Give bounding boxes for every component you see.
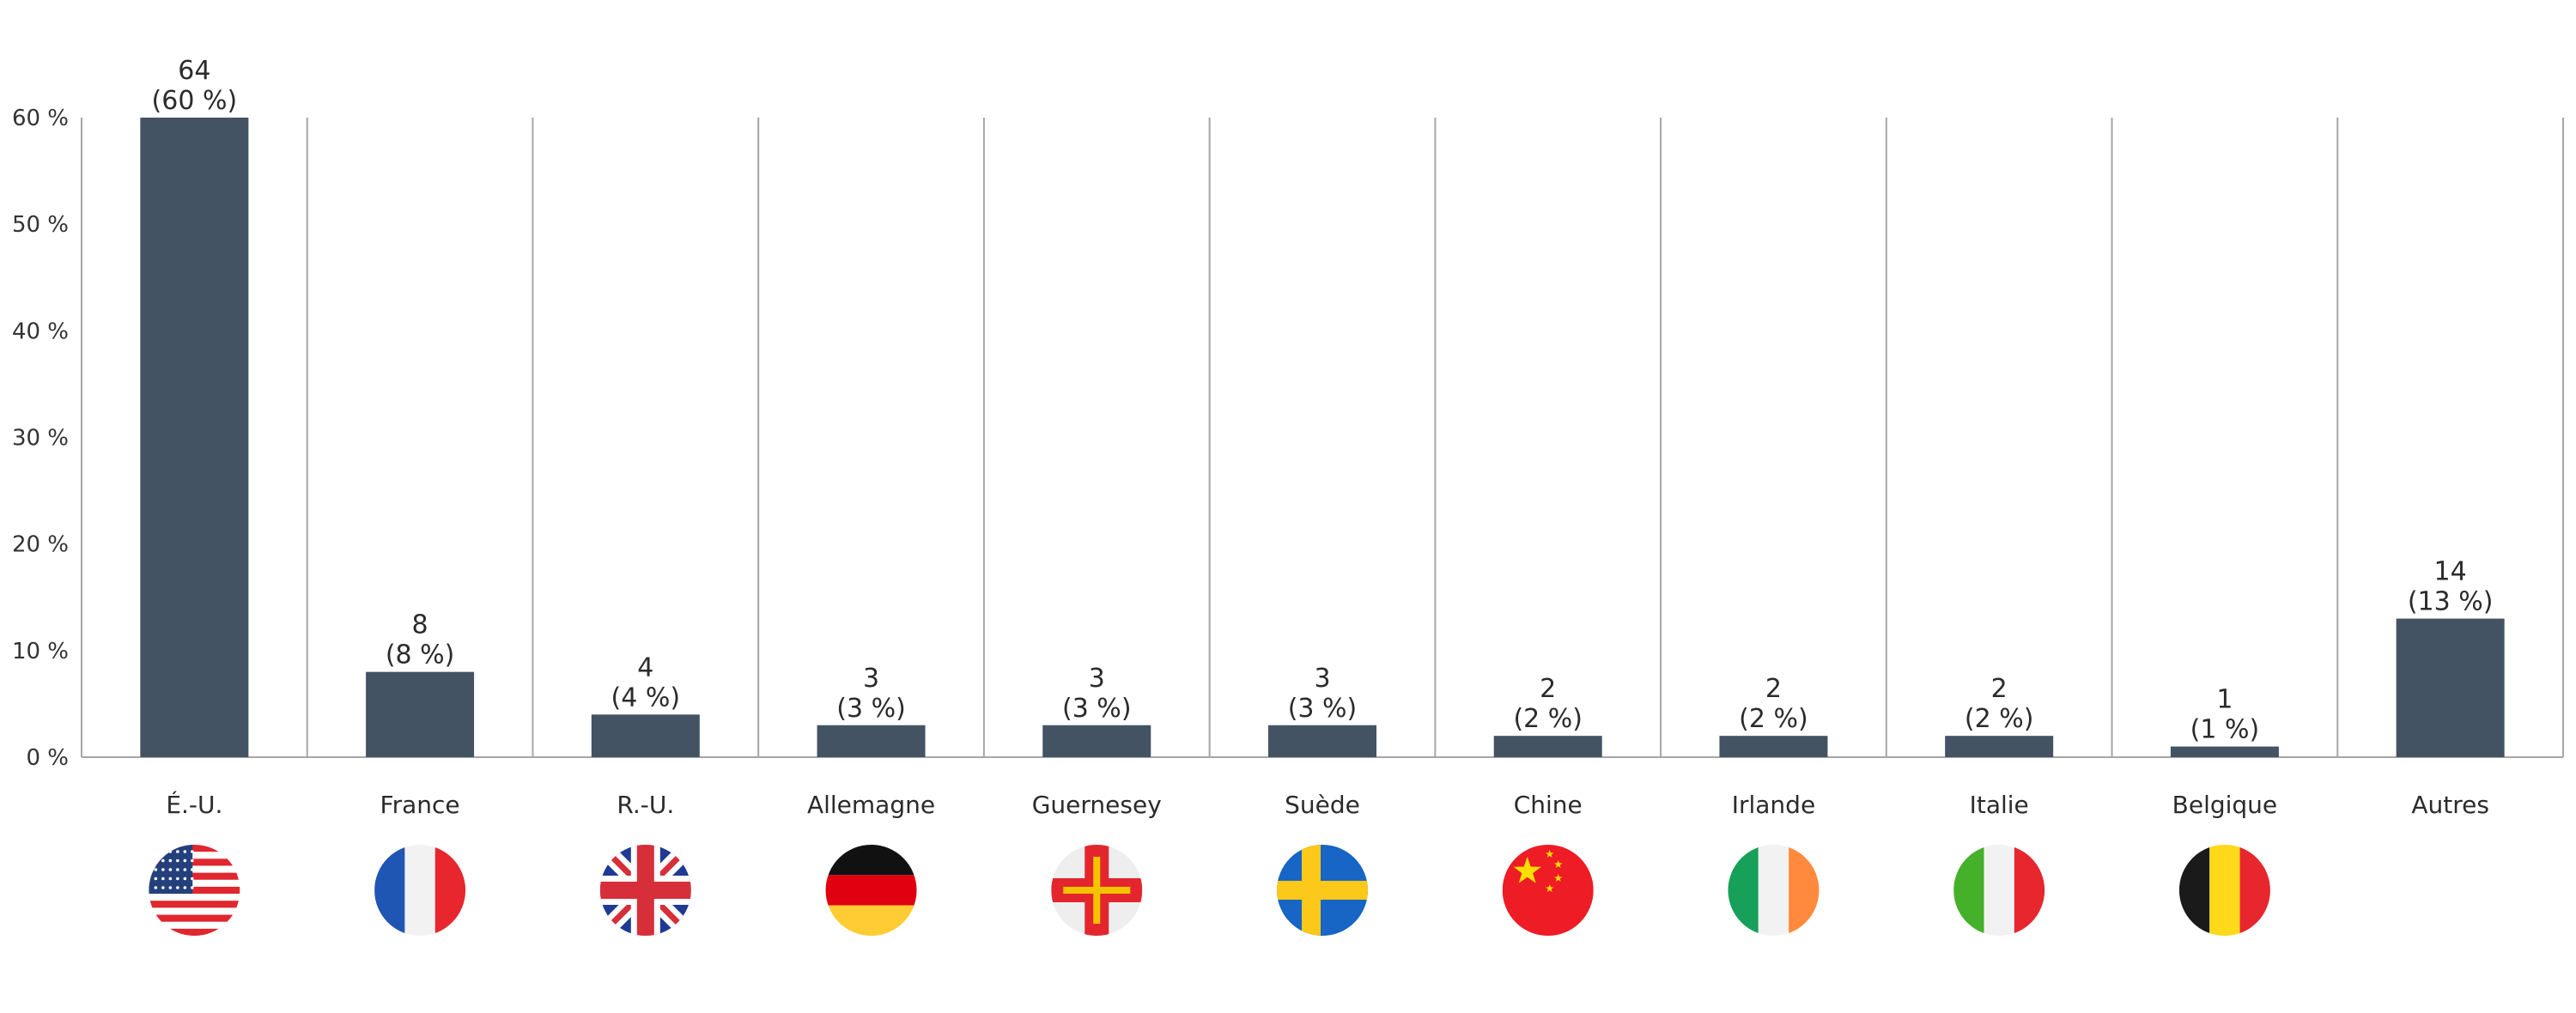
y-tick-label: 0 %: [26, 745, 69, 771]
category-label: France: [380, 791, 460, 819]
category-label: Chine: [1514, 791, 1583, 819]
bar-percent-label: (4 %): [611, 682, 681, 713]
category-label: É.-U.: [166, 790, 222, 819]
france-flag-icon: [374, 845, 466, 936]
bar-count-label: 64: [178, 56, 210, 86]
bar: [1719, 736, 1828, 757]
bar: [1493, 736, 1602, 757]
bar-percent-label: (3 %): [1062, 694, 1132, 724]
sweden-flag-icon: [1277, 845, 1368, 936]
category-label: Belgique: [2172, 791, 2278, 819]
y-tick-label: 30 %: [12, 426, 69, 452]
bar-count-label: 4: [637, 652, 653, 682]
bar-count-label: 2: [1540, 674, 1556, 704]
bar: [591, 714, 700, 757]
bar-percent-label: (2 %): [1739, 704, 1808, 734]
belgium-flag-icon: [2178, 845, 2270, 936]
bar-percent-label: (3 %): [1288, 694, 1358, 724]
bar-percent-label: (2 %): [1965, 704, 2034, 734]
bar: [2396, 618, 2505, 757]
bar-count-label: 8: [412, 610, 428, 640]
us-flag-icon: [149, 845, 240, 936]
category-label: Guernesey: [1032, 791, 1162, 819]
category-label: Suède: [1285, 791, 1360, 819]
italy-flag-icon: [1953, 845, 2045, 936]
bar: [2170, 746, 2279, 757]
bar-count-label: 3: [863, 664, 879, 694]
bar-count-label: 2: [1765, 674, 1782, 704]
bar-percent-label: (13 %): [2408, 587, 2494, 617]
bar: [1945, 736, 2054, 757]
bar-percent-label: (3 %): [836, 694, 906, 724]
bar-count-label: 14: [2434, 557, 2467, 587]
bars-layer: [140, 118, 2505, 757]
bar: [1268, 725, 1376, 757]
bar-percent-label: (60 %): [152, 86, 238, 116]
bar: [140, 118, 249, 757]
germany-flag-icon: [825, 845, 917, 936]
bar-percent-label: (1 %): [2190, 715, 2260, 745]
labels-layer: 0 % 10 % 20 % 30 % 40 % 50 % 60 % 64(60 %) É.-U.…: [12, 56, 2494, 819]
bar: [817, 725, 926, 757]
category-label: Allemagne: [807, 791, 935, 819]
china-flag-icon: [1502, 845, 1594, 936]
flags-layer: [149, 845, 2270, 936]
y-tick-label: 10 %: [12, 639, 69, 664]
bar-percent-label: (8 %): [386, 640, 455, 670]
uk-flag-icon: [599, 845, 691, 936]
bar-count-label: 3: [1314, 664, 1330, 694]
category-label: Irlande: [1732, 791, 1815, 819]
bar: [1042, 725, 1151, 757]
grid-layer: [81, 118, 2564, 758]
y-tick-label: 60 %: [12, 106, 69, 131]
y-tick-label: 50 %: [12, 212, 69, 238]
category-label: Italie: [1970, 791, 2029, 819]
category-label: Autres: [2411, 791, 2489, 819]
ireland-flag-icon: [1728, 845, 1820, 936]
bar-percent-label: (2 %): [1513, 704, 1583, 734]
bar-count-label: 1: [2216, 685, 2233, 715]
bar-count-label: 3: [1089, 664, 1105, 694]
bar: [366, 671, 475, 757]
y-tick-label: 20 %: [12, 532, 69, 558]
guernsey-flag-icon: [1051, 845, 1143, 936]
category-label: R.-U.: [617, 791, 674, 819]
y-tick-label: 40 %: [12, 318, 69, 344]
bar-count-label: 2: [1991, 674, 2008, 704]
